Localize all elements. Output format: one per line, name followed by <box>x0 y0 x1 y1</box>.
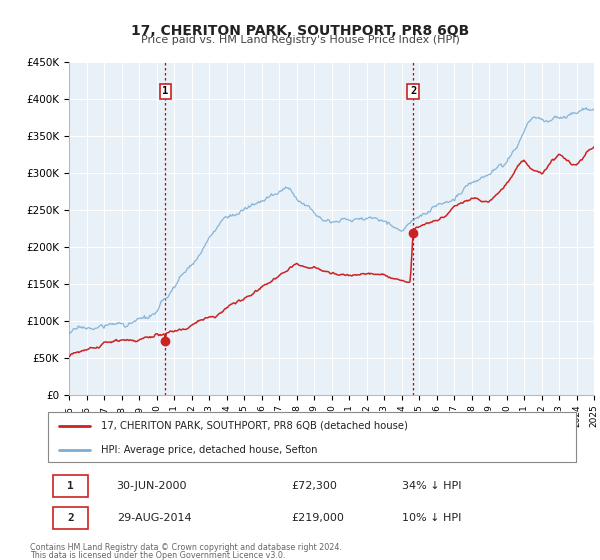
Text: 2: 2 <box>67 513 74 522</box>
Text: 2: 2 <box>410 86 416 96</box>
Text: £219,000: £219,000 <box>291 513 344 522</box>
Text: 17, CHERITON PARK, SOUTHPORT, PR8 6QB: 17, CHERITON PARK, SOUTHPORT, PR8 6QB <box>131 24 469 38</box>
FancyBboxPatch shape <box>53 475 88 497</box>
Text: HPI: Average price, detached house, Sefton: HPI: Average price, detached house, Seft… <box>101 445 317 455</box>
Text: 1: 1 <box>162 86 169 96</box>
Text: Price paid vs. HM Land Registry's House Price Index (HPI): Price paid vs. HM Land Registry's House … <box>140 35 460 45</box>
Text: 1: 1 <box>67 481 74 491</box>
Text: 17, CHERITON PARK, SOUTHPORT, PR8 6QB (detached house): 17, CHERITON PARK, SOUTHPORT, PR8 6QB (d… <box>101 421 407 431</box>
Text: Contains HM Land Registry data © Crown copyright and database right 2024.: Contains HM Land Registry data © Crown c… <box>30 543 342 552</box>
Text: 29-AUG-2014: 29-AUG-2014 <box>116 513 191 522</box>
Text: £72,300: £72,300 <box>291 481 337 491</box>
FancyBboxPatch shape <box>48 412 576 462</box>
Text: 30-JUN-2000: 30-JUN-2000 <box>116 481 187 491</box>
Text: This data is licensed under the Open Government Licence v3.0.: This data is licensed under the Open Gov… <box>30 551 286 560</box>
FancyBboxPatch shape <box>53 507 88 529</box>
Text: 10% ↓ HPI: 10% ↓ HPI <box>402 513 461 522</box>
Text: 34% ↓ HPI: 34% ↓ HPI <box>402 481 461 491</box>
